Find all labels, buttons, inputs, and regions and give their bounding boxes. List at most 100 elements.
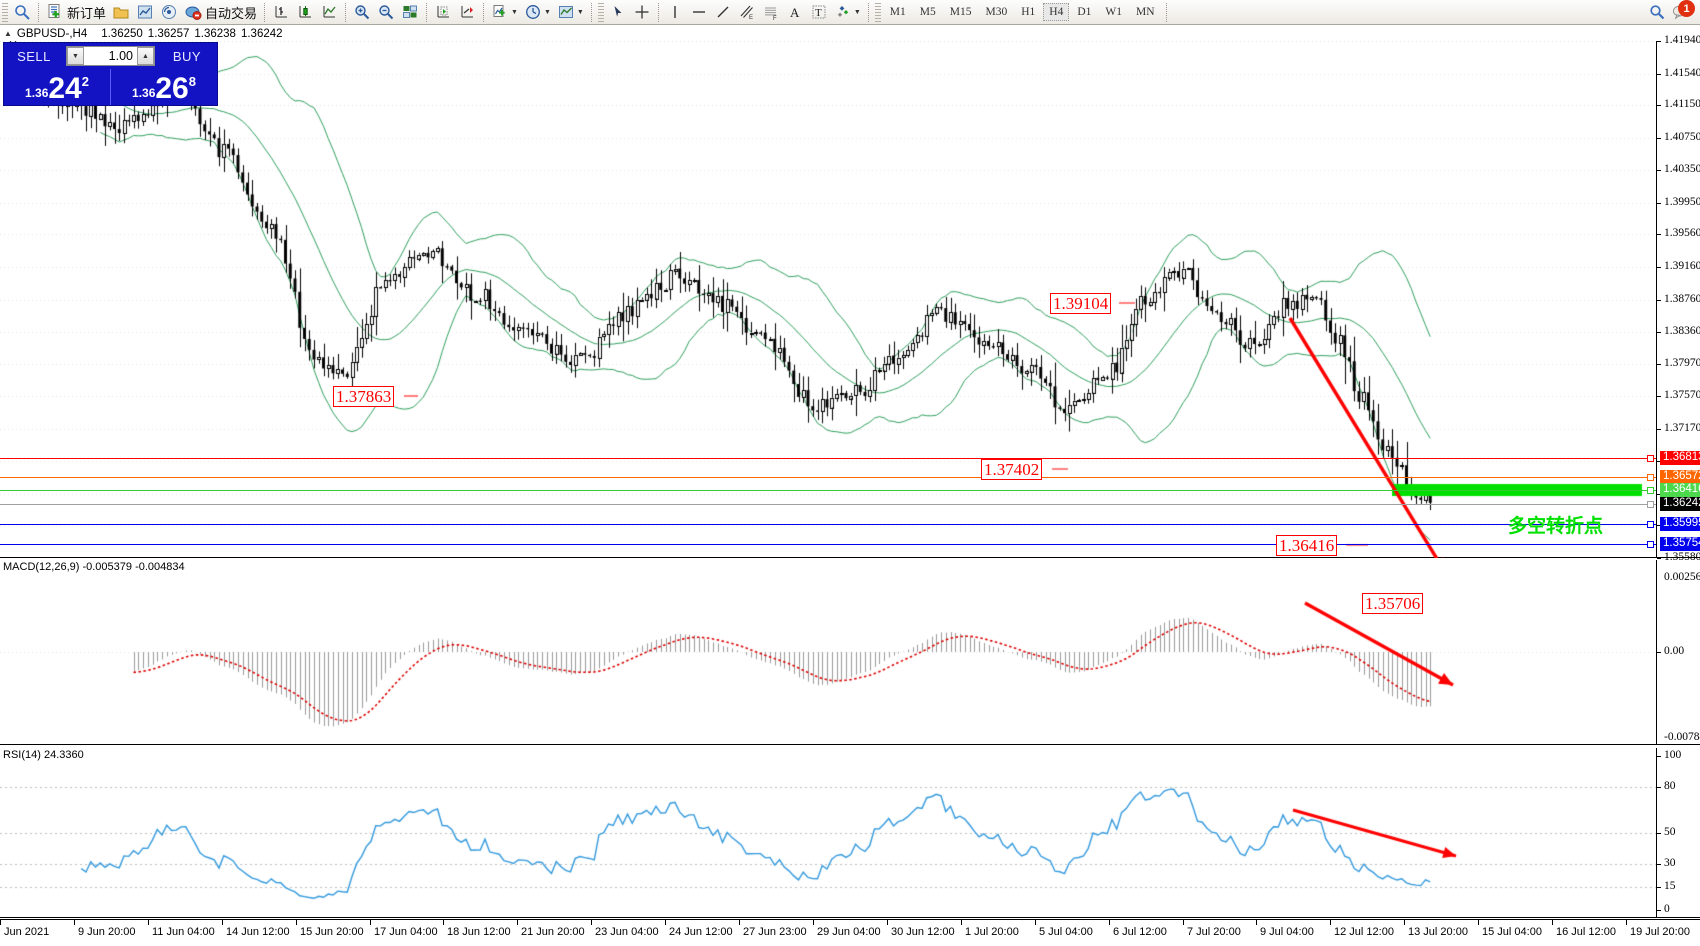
timeframe-w1[interactable]: W1	[1105, 6, 1123, 18]
price-tick	[1657, 234, 1661, 236]
time-axis-label: 24 Jun 12:00	[669, 926, 733, 938]
time-axis-label: 16 Jul 12:00	[1556, 926, 1616, 938]
volume-increment-button[interactable]: ▲	[137, 47, 154, 65]
sell-price-prefix: 1.36	[25, 86, 49, 100]
market-watch-button[interactable]	[157, 1, 181, 24]
entry-line-line[interactable]	[0, 477, 1656, 478]
text-tool-button[interactable]: A	[783, 1, 807, 24]
volume-field[interactable]: ▼ 1.00 ▲	[66, 46, 155, 66]
sell-button[interactable]: SELL	[17, 48, 51, 64]
shapes-tool-button[interactable]: ▼	[831, 1, 864, 24]
toolbar-separator-5	[483, 2, 485, 22]
notifications-button[interactable]: 1	[1672, 0, 1695, 22]
timeframe-m30[interactable]: M30	[985, 6, 1008, 18]
timeframe-m15[interactable]: M15	[949, 6, 972, 18]
current-price-line[interactable]	[0, 504, 1656, 505]
price-chart-canvas[interactable]	[0, 41, 1700, 558]
tile-windows-button[interactable]	[398, 1, 422, 24]
auto-scroll-button[interactable]	[431, 1, 455, 24]
buy-price-display[interactable]: 1.36 26 8	[110, 69, 217, 105]
fibonacci-tool-button[interactable]: F	[759, 1, 783, 24]
expert-advisors-button[interactable]	[109, 1, 133, 24]
zoom-out-button[interactable]	[374, 1, 398, 24]
symbol-info-bar: ▲ GBPUSD-,H4 1.36250 1.36257 1.36238 1.3…	[0, 26, 1700, 41]
buy-price-prefix: 1.36	[132, 86, 156, 100]
support-line-line[interactable]	[0, 490, 1656, 491]
resistance-line-line[interactable]	[0, 458, 1656, 459]
trendline-tool-button[interactable]	[711, 1, 735, 24]
cursor-tool-button[interactable]	[606, 1, 630, 24]
target-line-2-handle[interactable]	[1647, 541, 1654, 548]
time-tick	[296, 920, 297, 925]
drawtools-grip[interactable]	[597, 2, 604, 22]
auto-trading-button[interactable]: 自动交易	[181, 1, 260, 24]
templates-button[interactable]: ▼	[554, 1, 587, 24]
indicators-button[interactable]	[133, 1, 157, 24]
search-tool-button[interactable]	[10, 1, 34, 24]
add-indicator-chevron-down-icon[interactable]: ▼	[511, 8, 518, 16]
price-chart-pane[interactable]: 1.41940 1.41540 1.41150 1.40750 1.40350 1.399…	[0, 34, 1700, 614]
annotation-low-1[interactable]: 1.37863	[333, 386, 395, 407]
trendline-icon	[717, 6, 729, 18]
channel-tool-button[interactable]: E	[735, 1, 759, 24]
toolbar-separator-8	[867, 2, 869, 22]
new-order-button[interactable]: 新订单	[43, 1, 109, 24]
annotation-high-1[interactable]: 1.39104	[1050, 293, 1112, 314]
chart-shift-button[interactable]	[455, 1, 479, 24]
timeframe-h1[interactable]: H1	[1021, 6, 1036, 18]
buy-button[interactable]: BUY	[172, 48, 202, 64]
vertical-line-tool-button[interactable]	[663, 1, 687, 24]
timeframe-mn[interactable]: MN	[1136, 6, 1155, 18]
bar-chart-button[interactable]	[269, 1, 293, 24]
autotrade-icon	[185, 6, 202, 20]
time-tick	[148, 920, 149, 925]
rsi-canvas[interactable]	[0, 748, 1700, 918]
resistance-line-handle[interactable]	[1647, 455, 1654, 462]
timeframe-grip[interactable]	[874, 2, 881, 22]
volume-value[interactable]: 1.00	[108, 49, 133, 63]
ohlc-high: 1.36257	[147, 27, 190, 40]
target-line-1-handle[interactable]	[1647, 521, 1654, 528]
rsi-tick	[1657, 910, 1661, 911]
shapes-chevron-down-icon[interactable]: ▼	[853, 8, 861, 16]
volume-decrement-button[interactable]: ▼	[67, 47, 84, 65]
target-line-1-line[interactable]	[0, 524, 1656, 525]
target-line-2-line[interactable]	[0, 544, 1656, 545]
timeframe-d1[interactable]: D1	[1077, 6, 1092, 18]
timeframe-h4[interactable]: H4	[1043, 3, 1070, 21]
annotation-low-2[interactable]: 1.37402	[981, 459, 1043, 480]
annotation-support[interactable]: 1.36416	[1276, 535, 1338, 556]
add-indicator-button[interactable]: ▼	[488, 1, 521, 24]
time-tick	[813, 920, 814, 925]
toolbar-grip[interactable]	[2, 2, 8, 22]
rsi-pane[interactable]: RSI(14) 24.3360 100 80 50 30 15 0	[0, 748, 1700, 918]
sell-price-display[interactable]: 1.36 24 2	[4, 69, 110, 105]
entry-line-handle[interactable]	[1647, 474, 1654, 481]
templates-chevron-down-icon[interactable]: ▼	[576, 8, 584, 16]
price-axis-label: 1.39160	[1664, 259, 1700, 272]
price-tick	[1657, 332, 1661, 334]
macd-pane[interactable]: MACD(12,26,9) -0.005379 -0.004834 0.0025…	[0, 560, 1700, 745]
line-chart-button[interactable]	[317, 1, 341, 24]
collapse-triangle-icon[interactable]: ▲	[4, 29, 12, 38]
periodicity-button[interactable]: ▼	[521, 1, 554, 24]
support-line-handle[interactable]	[1647, 487, 1654, 494]
timeframe-m5[interactable]: M5	[919, 6, 936, 18]
horizontal-line-tool-button[interactable]	[687, 1, 711, 24]
price-axis-label: 1.40750	[1664, 130, 1700, 143]
text-label-icon: T	[812, 5, 826, 19]
new-order-label: 新订单	[67, 6, 107, 22]
annotation-target[interactable]: 1.35706	[1362, 593, 1424, 614]
crosshair-tool-button[interactable]	[630, 1, 654, 24]
turning-point-note[interactable]: 多空转折点	[1508, 515, 1604, 537]
search-icon[interactable]	[1648, 3, 1666, 21]
zoom-in-button[interactable]	[350, 1, 374, 24]
periodicity-chevron-down-icon[interactable]: ▼	[543, 8, 551, 16]
price-tick	[1657, 202, 1661, 204]
one-click-trading-panel[interactable]: SELL ▼ 1.00 ▲ BUY 1.36 24 2 1.36 26 8	[3, 42, 218, 106]
timeframe-m1[interactable]: M1	[889, 6, 906, 18]
current-price-handle[interactable]	[1647, 501, 1654, 508]
text-label-tool-button[interactable]: T	[807, 1, 831, 24]
macd-canvas[interactable]	[0, 560, 1700, 745]
candlestick-chart-button[interactable]	[293, 1, 317, 24]
